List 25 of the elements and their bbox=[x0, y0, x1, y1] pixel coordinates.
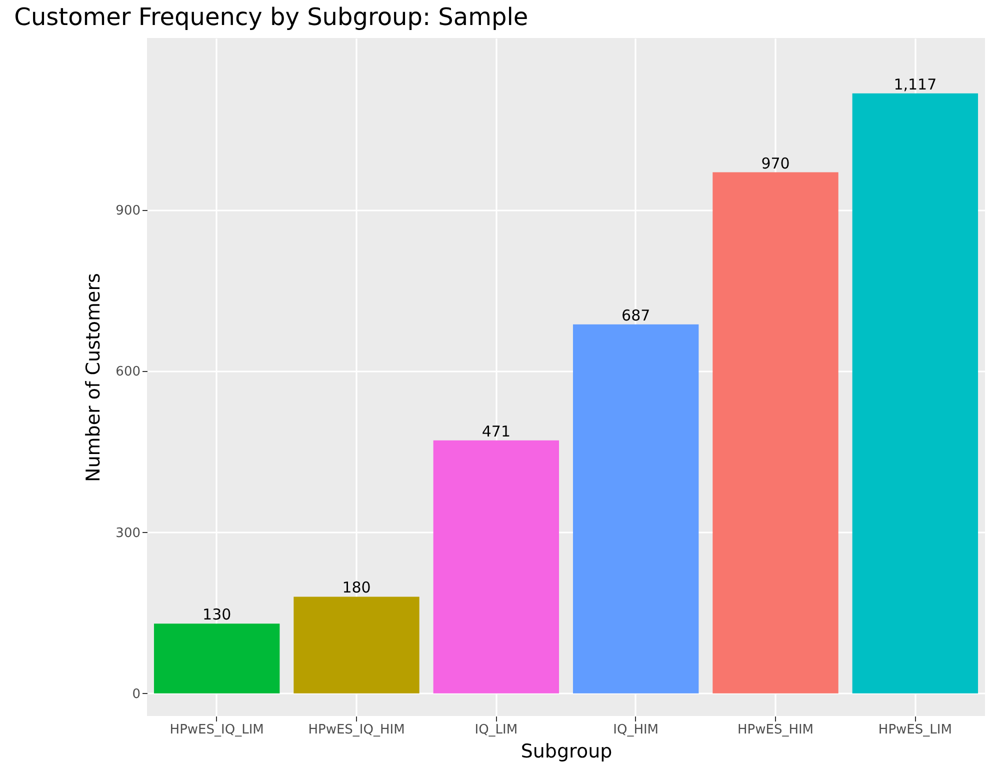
data-label: 471 bbox=[482, 422, 510, 440]
chart-title: Customer Frequency by Subgroup: Sample bbox=[14, 3, 528, 31]
x-tick-label: HPwES_IQ_HIM bbox=[308, 722, 405, 738]
bar bbox=[433, 440, 560, 694]
bar bbox=[572, 324, 699, 694]
x-tick-label: IQ_LIM bbox=[474, 722, 518, 738]
y-tick-label: 0 bbox=[132, 686, 140, 702]
data-label: 687 bbox=[622, 306, 650, 324]
data-label: 1,117 bbox=[894, 75, 937, 94]
bar bbox=[154, 624, 280, 694]
x-tick-label: HPwES_IQ_LIM bbox=[170, 722, 264, 738]
x-tick-label: IQ_HIM bbox=[613, 722, 659, 738]
data-label: 970 bbox=[761, 154, 790, 172]
x-axis-title: Subgroup bbox=[520, 740, 612, 762]
y-tick-label: 300 bbox=[116, 526, 140, 541]
bar bbox=[852, 93, 978, 694]
data-label: 180 bbox=[342, 578, 371, 597]
x-tick-label: HPwES_HIM bbox=[737, 722, 814, 738]
x-tick-label: HPwES_LIM bbox=[878, 722, 952, 738]
y-tick-label: 900 bbox=[116, 203, 140, 218]
data-label: 130 bbox=[202, 606, 232, 624]
y-axis-title: Number of Customers bbox=[82, 273, 105, 482]
bar bbox=[294, 596, 420, 694]
bar bbox=[712, 172, 838, 694]
y-tick-label: 600 bbox=[116, 364, 140, 380]
